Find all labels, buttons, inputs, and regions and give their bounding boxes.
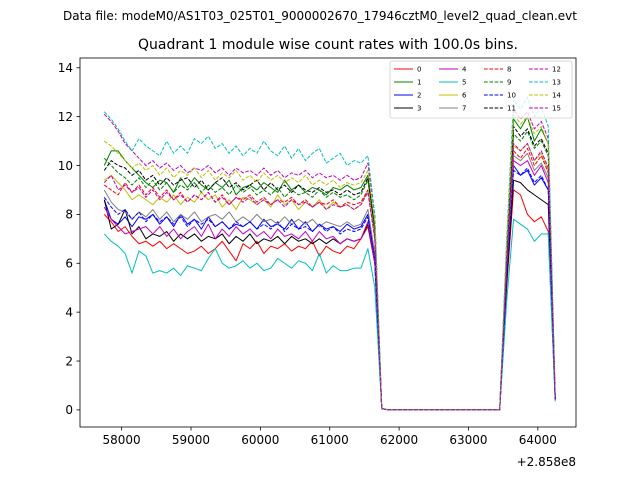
legend-label-12: 12 [552, 66, 561, 74]
chart-title: Quadrant 1 module wise count rates with … [138, 37, 518, 53]
legend-label-4: 4 [462, 66, 467, 74]
legend-label-2: 2 [417, 92, 421, 100]
x-tick-label: 64000 [519, 433, 557, 447]
legend-label-15: 15 [552, 105, 561, 113]
legend-label-6: 6 [462, 92, 467, 100]
legend-label-1: 1 [417, 79, 421, 87]
y-tick-label: 14 [58, 61, 73, 75]
figure-suptitle: Data file: modeM0/AS1T03_025T01_90000026… [63, 9, 577, 23]
x-tick-label: 60000 [241, 433, 279, 447]
legend-label-11: 11 [507, 105, 516, 113]
legend-label-9: 9 [507, 79, 511, 87]
legend-label-0: 0 [417, 66, 421, 74]
y-tick-label: 12 [58, 110, 73, 124]
plot-area [103, 96, 556, 411]
y-tick-label: 4 [65, 305, 73, 319]
axes-frame [79, 57, 577, 428]
legend-label-13: 13 [552, 79, 561, 87]
x-tick-label: 61000 [311, 433, 349, 447]
x-tick-label: 63000 [449, 433, 487, 447]
legend-label-14: 14 [552, 92, 561, 100]
legend-label-8: 8 [507, 66, 511, 74]
y-tick-label: 6 [65, 257, 73, 271]
legend-label-10: 10 [507, 92, 516, 100]
series-line-9 [103, 130, 556, 411]
x-offset-label: +2.858e8 [517, 455, 576, 469]
x-tick-label: 59000 [172, 433, 210, 447]
x-tick-label: 58000 [103, 433, 141, 447]
y-tick-label: 10 [58, 159, 73, 173]
legend-label-7: 7 [462, 105, 466, 113]
y-tick-label: 0 [65, 403, 73, 417]
legend-label-5: 5 [462, 79, 466, 87]
x-tick-label: 62000 [380, 433, 418, 447]
legend-frame [389, 60, 573, 119]
axes: 58000 59000 60000 61000 62000 63000 64000 0 2 4 6 8… [58, 57, 577, 469]
series-line-15 [103, 143, 556, 411]
legend-label-3: 3 [417, 105, 421, 113]
y-tick-label: 2 [65, 354, 73, 368]
y-tick-label: 8 [65, 208, 73, 222]
